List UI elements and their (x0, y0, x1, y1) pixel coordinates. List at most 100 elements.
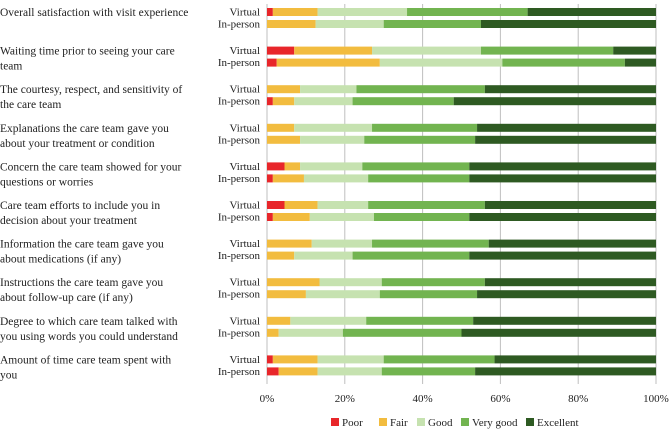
question-label: Degree to which care team talked with (0, 316, 178, 328)
row-label-in-person: In-person (218, 250, 261, 262)
bar-segment-fair (284, 201, 318, 209)
bar-segment-poor (267, 201, 285, 209)
row-label-virtual: Virtual (230, 354, 261, 366)
question-label: you (0, 369, 18, 381)
bar-segment-fair (267, 20, 316, 28)
bar-segment-good (300, 85, 357, 94)
bar-segment-poor (267, 8, 273, 16)
question-label: The courtesy, respect, and sensitivity o… (0, 84, 182, 96)
bar-segment-excellent (469, 174, 656, 183)
bar-segment-fair (267, 278, 320, 287)
bar-segment-poor (267, 367, 279, 376)
x-tick-label: 100% (643, 393, 669, 405)
legend-label: Very good (472, 417, 518, 429)
bar-segment-fair (284, 162, 301, 171)
question-label: Information the care team gave you (0, 239, 164, 251)
question-label: Care team efforts to include you in (0, 200, 160, 212)
bar-segment-fair (267, 85, 301, 94)
bar-segment-excellent (469, 213, 656, 221)
row-label-virtual: Virtual (230, 122, 261, 134)
bar-segment-poor (267, 58, 277, 67)
question-label: Explanations the care team gave you (0, 123, 169, 135)
row-label-virtual: Virtual (230, 238, 261, 250)
row-label-in-person: In-person (218, 327, 261, 339)
bar-segment-excellent (480, 20, 656, 28)
bar-segment-fair (272, 213, 310, 221)
legend-label: Good (428, 417, 453, 429)
question-label: about medications (if any) (0, 254, 121, 266)
bar-segment-excellent (473, 316, 656, 325)
bar-segment-very-good (379, 290, 478, 299)
bar-segment-very-good (368, 174, 470, 183)
x-tick-label: 80% (568, 393, 588, 405)
row-label-in-person: In-person (218, 212, 261, 224)
bar-segment-good (372, 46, 481, 55)
question-label: Amount of time care team spent with (0, 354, 171, 366)
question-label: the care team (0, 99, 61, 111)
bar-segment-very-good (352, 251, 470, 260)
bar-segment-fair (267, 290, 306, 299)
bar-segment-very-good (366, 316, 474, 325)
bar-segment-very-good (368, 201, 485, 209)
legend-label: Excellent (537, 417, 579, 429)
legend-swatch (526, 418, 534, 426)
bar-segment-fair (267, 135, 301, 144)
row-label-virtual: Virtual (230, 84, 261, 96)
bar-segment-poor (267, 46, 295, 55)
bar-segment-poor (267, 174, 273, 183)
bar-segment-good (294, 251, 353, 260)
bar-segment-good (317, 201, 369, 209)
bar-segment-fair (267, 316, 291, 325)
x-tick-label: 40% (413, 393, 433, 405)
bar-segment-good (278, 328, 343, 337)
bar-segment-fair (278, 367, 318, 376)
question-label: decision about your treatment (0, 215, 138, 227)
row-label-virtual: Virtual (230, 7, 261, 19)
bar-segment-good (290, 316, 367, 325)
legend-label: Fair (390, 417, 408, 429)
bar-segment-excellent (488, 239, 656, 248)
bar-segment-very-good (502, 58, 625, 67)
question-label: Instructions the care team gave you (0, 277, 163, 289)
bar-segment-excellent (494, 355, 656, 364)
question-label: about your treatment or condition (0, 138, 155, 150)
bar-segment-very-good (342, 328, 462, 337)
bar-segment-good (305, 290, 380, 299)
bar-segment-good (315, 20, 384, 28)
bar-segment-fair (272, 8, 318, 16)
question-label: Waiting time prior to seeing your care (0, 46, 175, 58)
bar-segment-excellent (484, 85, 656, 94)
row-label-virtual: Virtual (230, 315, 261, 327)
bar-segment-excellent (624, 58, 656, 67)
bar-segment-good (300, 135, 365, 144)
bar-segment-very-good (383, 20, 481, 28)
bar-segment-very-good (381, 367, 476, 376)
row-label-in-person: In-person (218, 57, 261, 69)
bar-segment-good (317, 367, 382, 376)
question-label: you using words you could understand (0, 331, 178, 343)
bar-segment-excellent (477, 123, 656, 132)
row-label-virtual: Virtual (230, 161, 261, 173)
bar-segment-excellent (484, 278, 656, 287)
bar-segment-fair (267, 123, 295, 132)
bar-segment-excellent (469, 251, 656, 260)
row-label-virtual: Virtual (230, 277, 261, 289)
bar-segment-good (317, 355, 384, 364)
bar-segment-very-good (381, 278, 485, 287)
bar-segment-excellent (527, 8, 656, 16)
bar-segment-excellent (461, 328, 656, 337)
row-label-in-person: In-person (218, 366, 261, 378)
legend-swatch (461, 418, 469, 426)
bar-segment-fair (276, 58, 380, 67)
bar-segment-fair (267, 328, 279, 337)
bar-segment-good (294, 123, 373, 132)
row-label-in-person: In-person (218, 96, 261, 108)
legend-swatch (331, 418, 339, 426)
legend: Poor Fair Good Very good Excellent (331, 417, 579, 429)
row-label-virtual: Virtual (230, 200, 261, 212)
bar-segment-very-good (383, 355, 495, 364)
bar-segment-fair (267, 251, 295, 260)
bars (267, 8, 656, 376)
bar-segment-good (379, 58, 503, 67)
bar-segment-fair (294, 46, 373, 55)
